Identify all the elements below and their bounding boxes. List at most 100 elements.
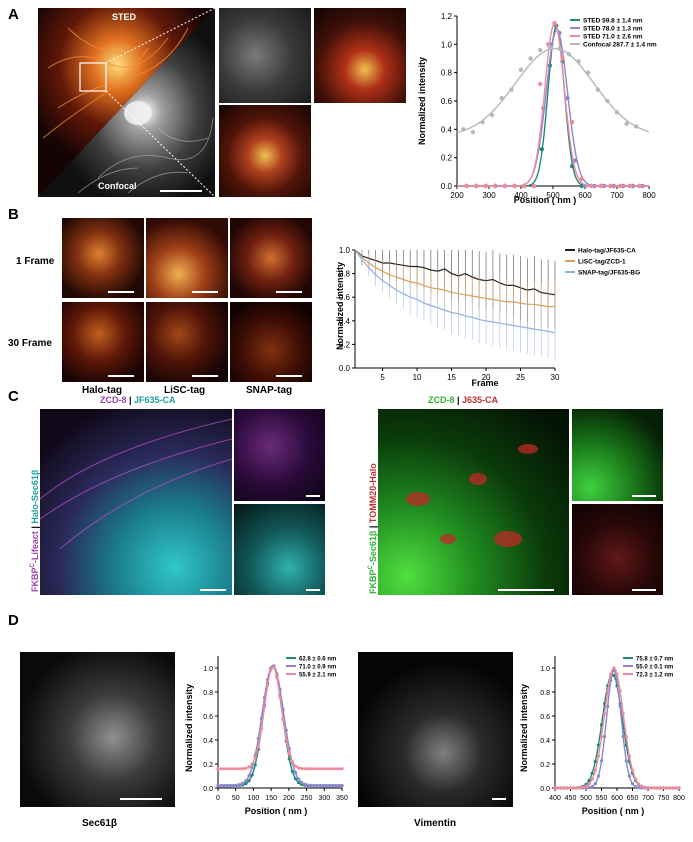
c-right-green-image (572, 409, 663, 501)
data-point (250, 762, 254, 766)
data-point (225, 783, 229, 788)
y-tick-label: 0.2 (339, 340, 351, 349)
data-point (568, 786, 573, 790)
x-tick-label: 100 (248, 795, 260, 802)
scale-bar (632, 589, 656, 591)
chart-d1: 0 50 100 150 200 250 300 350 0.0 0.2 0.4 0.6 0.8 1.0 6… (184, 656, 348, 816)
data-point (547, 44, 552, 50)
x-tick-label: 15 (447, 373, 456, 382)
c-right-red-image (572, 504, 663, 595)
sted-zoom-image-2 (219, 105, 311, 197)
data-point (677, 786, 681, 790)
legend-label: 55.9 ± 2.1 nm (299, 673, 336, 679)
data-point (228, 767, 232, 771)
data-point (297, 766, 301, 770)
data-point (643, 785, 647, 790)
y-tick-label: 0.6 (203, 714, 213, 721)
x-tick-label: 150 (265, 795, 277, 802)
data-point (231, 783, 236, 788)
y-tick-label: 0.8 (441, 69, 453, 78)
data-point (284, 737, 288, 742)
data-point (593, 768, 597, 772)
x-tick-label: 450 (565, 795, 577, 802)
data-point (309, 767, 313, 771)
data-point (502, 183, 508, 189)
data-point (318, 783, 322, 788)
snap-30frame-image (230, 302, 312, 382)
data-point (562, 786, 566, 790)
sec61-label: Halo-Sec61β (30, 469, 40, 524)
scale-bar (200, 589, 226, 591)
chart-a-ylabel: Normalized intensity (417, 57, 427, 145)
data-point (652, 786, 656, 790)
c-left-cyan-image (234, 504, 325, 595)
data-point (560, 56, 565, 61)
y-tick-label: 0.0 (203, 786, 213, 793)
scale-bar (492, 798, 506, 800)
data-point (559, 786, 563, 790)
x-tick-label: 700 (642, 795, 654, 802)
fit-curve (218, 666, 342, 770)
legend-label: LiSC-tag/ZCD-1 (578, 259, 626, 266)
halo-30frame-image (62, 302, 144, 382)
data-point (483, 183, 488, 189)
x-tick-label: 500 (580, 795, 592, 802)
sted-confocal-image: STED Confocal (38, 8, 215, 197)
sec61-label: -Sec61β (368, 530, 378, 566)
legend-label: STED 71.0 ± 2.6 nm (583, 34, 643, 41)
y-tick-label: 0.6 (540, 714, 550, 721)
data-point (598, 183, 604, 189)
data-point (216, 783, 220, 788)
c-left-side-label: FKBPC-Lifeact | Halo-Sec61β (30, 470, 40, 592)
scale-bar (120, 798, 162, 800)
data-point (552, 20, 557, 26)
data-point (575, 786, 579, 790)
data-point (587, 786, 591, 790)
x-tick-label: 5 (380, 373, 385, 382)
data-point (538, 47, 543, 53)
y-tick-label: 0.2 (203, 762, 213, 769)
row-label-1-frame: 1 Frame (16, 256, 55, 267)
sec61-image (20, 652, 175, 807)
data-point (590, 785, 594, 789)
y-tick-label: 1.0 (339, 246, 351, 255)
x-tick-label: 400 (549, 795, 561, 802)
data-point (522, 183, 527, 189)
c-left-main-image (40, 409, 232, 595)
data-point (565, 95, 570, 101)
legend-label: 72.3 ± 1.2 nm (636, 673, 673, 679)
x-tick-label: 500 (546, 191, 560, 200)
data-point (331, 784, 335, 788)
data-point (293, 764, 298, 768)
data-point (303, 767, 307, 771)
data-point (269, 668, 273, 672)
data-point (606, 704, 610, 709)
data-point (337, 784, 341, 788)
x-tick-label: 200 (450, 191, 464, 200)
data-point (584, 784, 588, 788)
y-tick-label: 0.0 (540, 786, 550, 793)
data-point (461, 127, 466, 132)
data-point (668, 786, 672, 790)
data-point (235, 767, 239, 771)
data-point (235, 783, 239, 787)
data-point (605, 98, 610, 104)
chart-d2: 400 450 500 550 600 650 700 750 800 0.0 0.2 0.4 0.6 0… (519, 656, 685, 816)
data-point (618, 704, 622, 709)
lifeact-label: -Lifeact (30, 531, 40, 564)
fkbp-sup: C (368, 565, 374, 570)
c-right-side-label: FKBPC-Sec61β | TOMM20-Halo (368, 463, 378, 594)
lisc-30frame-image (146, 302, 228, 382)
scale-bar (276, 291, 302, 293)
data-point (509, 87, 514, 92)
x-tick-label: 30 (551, 373, 560, 382)
data-point (334, 767, 338, 771)
data-point (627, 774, 631, 778)
data-point (315, 783, 319, 788)
chart-a-xlabel: Position ( nm ) (514, 195, 577, 205)
x-tick-label: 750 (658, 795, 670, 802)
lisc-1frame-image (146, 218, 228, 298)
legend-label: 71.0 ± 0.9 nm (299, 665, 336, 671)
x-tick-label: 800 (642, 191, 656, 200)
tomm20-label: TOMM20-Halo (368, 463, 378, 524)
